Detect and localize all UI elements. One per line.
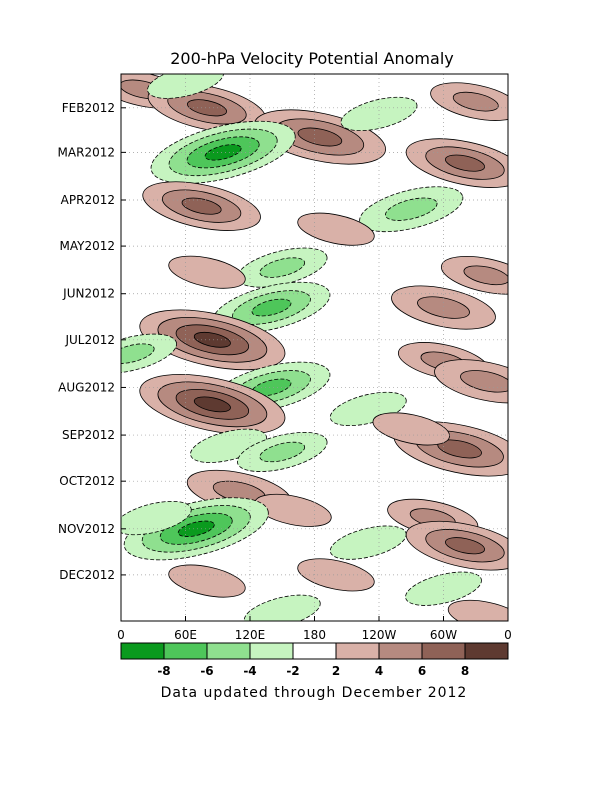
- colorbar-swatch: [120, 642, 165, 660]
- anomaly-center: [297, 558, 375, 592]
- colorbar-swatch: [464, 642, 509, 660]
- contour-level: [193, 331, 231, 348]
- x-tick-label: 0: [117, 628, 125, 642]
- contour-level: [243, 594, 321, 621]
- anomaly-center: [405, 520, 508, 571]
- contour-level: [447, 599, 508, 621]
- y-tick-label: JUN2012: [62, 287, 115, 301]
- contour-level: [204, 144, 242, 161]
- colorbar-swatch: [206, 642, 251, 660]
- anomaly-center: [440, 256, 508, 295]
- contour-level: [168, 564, 246, 598]
- anomaly-center: [123, 497, 269, 561]
- x-tick-label: 120W: [362, 628, 397, 642]
- contour-level: [372, 412, 450, 446]
- contour-level: [259, 257, 306, 278]
- contour-level: [168, 255, 246, 289]
- anomaly-center: [359, 186, 464, 233]
- contour-level: [297, 558, 375, 592]
- contour-level: [181, 197, 222, 215]
- anomaly-center: [121, 500, 192, 536]
- y-tick-label: FEB2012: [62, 101, 115, 115]
- y-tick-label: DEC2012: [59, 568, 115, 582]
- anomaly-center: [147, 74, 224, 99]
- anomaly-center: [447, 599, 508, 621]
- x-tick-label: 60E: [174, 628, 197, 642]
- colorbar-label: 4: [375, 664, 383, 678]
- contour-level: [121, 343, 155, 364]
- colorbar-label: -2: [286, 664, 299, 678]
- colorbar-swatch: [249, 642, 294, 660]
- x-tick-label: 120E: [235, 628, 266, 642]
- anomaly-center: [434, 359, 508, 404]
- contour-level: [259, 441, 306, 463]
- contour-level: [177, 520, 215, 537]
- grid-lines: [121, 74, 508, 621]
- colorbar-swatch: [163, 642, 208, 660]
- y-tick-label: OCT2012: [59, 474, 115, 488]
- x-tick-label: 60W: [430, 628, 457, 642]
- anomaly-center: [121, 333, 177, 374]
- chart-title: 200-hPa Velocity Potential Anomaly: [170, 49, 453, 68]
- anomaly-center: [237, 247, 328, 288]
- y-tick-label: SEP2012: [62, 428, 115, 442]
- anomaly-center: [243, 594, 321, 621]
- colorbar-label: 6: [418, 664, 426, 678]
- contour-level: [460, 370, 508, 393]
- colorbar-label: 8: [461, 664, 469, 678]
- anomaly-center: [150, 120, 296, 184]
- contour-level: [385, 197, 438, 221]
- contour-level: [405, 571, 482, 606]
- anomaly-field: [121, 74, 508, 621]
- y-tick-label: AUG2012: [58, 380, 115, 394]
- y-tick-label: MAY2012: [60, 239, 116, 253]
- contour-level: [186, 99, 228, 117]
- contour-level: [463, 265, 508, 286]
- contour-level: [121, 500, 192, 536]
- anomaly-center: [142, 181, 261, 231]
- contour-level: [193, 396, 231, 413]
- y-tick-label: APR2012: [61, 193, 115, 207]
- contour-level: [297, 212, 375, 246]
- anomaly-center: [297, 212, 375, 246]
- anomaly-center: [139, 309, 286, 371]
- colorbar-label: 2: [332, 664, 340, 678]
- contour-level: [444, 154, 486, 172]
- anomaly-center: [372, 412, 450, 446]
- colorbar-swatch: [335, 642, 380, 660]
- y-axis-ticks: FEB2012 MAR2012 APR2012 MAY2012 JUN2012 JUL20…: [58, 101, 126, 582]
- contour-level: [147, 74, 224, 99]
- contour-level: [297, 127, 343, 147]
- contour-level: [251, 298, 292, 317]
- x-tick-label: 0: [504, 628, 512, 642]
- y-tick-label: MAR2012: [58, 145, 115, 159]
- colorbar-label: -6: [200, 664, 213, 678]
- anomaly-center: [391, 285, 496, 330]
- colorbar-swatch: [378, 642, 423, 660]
- contour-level: [417, 296, 470, 319]
- colorbar-swatch: [292, 642, 337, 660]
- footer-note: Data updated through December 2012: [161, 685, 468, 701]
- anomaly-center: [430, 82, 508, 121]
- colorbar: -8 -6 -4 -2 2 4 6 8: [120, 642, 509, 678]
- x-tick-label: 180: [303, 628, 326, 642]
- colorbar-swatch: [421, 642, 466, 660]
- anomaly-center: [405, 138, 508, 188]
- anomaly-center: [139, 374, 286, 435]
- anomaly-center: [237, 432, 328, 472]
- x-axis-ticks: 0 60E 120E 180 120W 60W 0: [117, 616, 512, 642]
- anomaly-center: [168, 564, 246, 598]
- contour-level: [452, 91, 499, 112]
- colorbar-label: -4: [243, 664, 256, 678]
- contour-level: [444, 537, 486, 555]
- anomaly-center: [340, 96, 418, 132]
- colorbar-label: -8: [157, 664, 170, 678]
- contour-level: [340, 96, 418, 132]
- anomaly-center: [212, 281, 331, 334]
- anomaly-center: [168, 255, 246, 289]
- y-tick-label: JUL2012: [64, 333, 115, 347]
- anomaly-center: [405, 571, 482, 606]
- y-tick-label: NOV2012: [58, 522, 115, 536]
